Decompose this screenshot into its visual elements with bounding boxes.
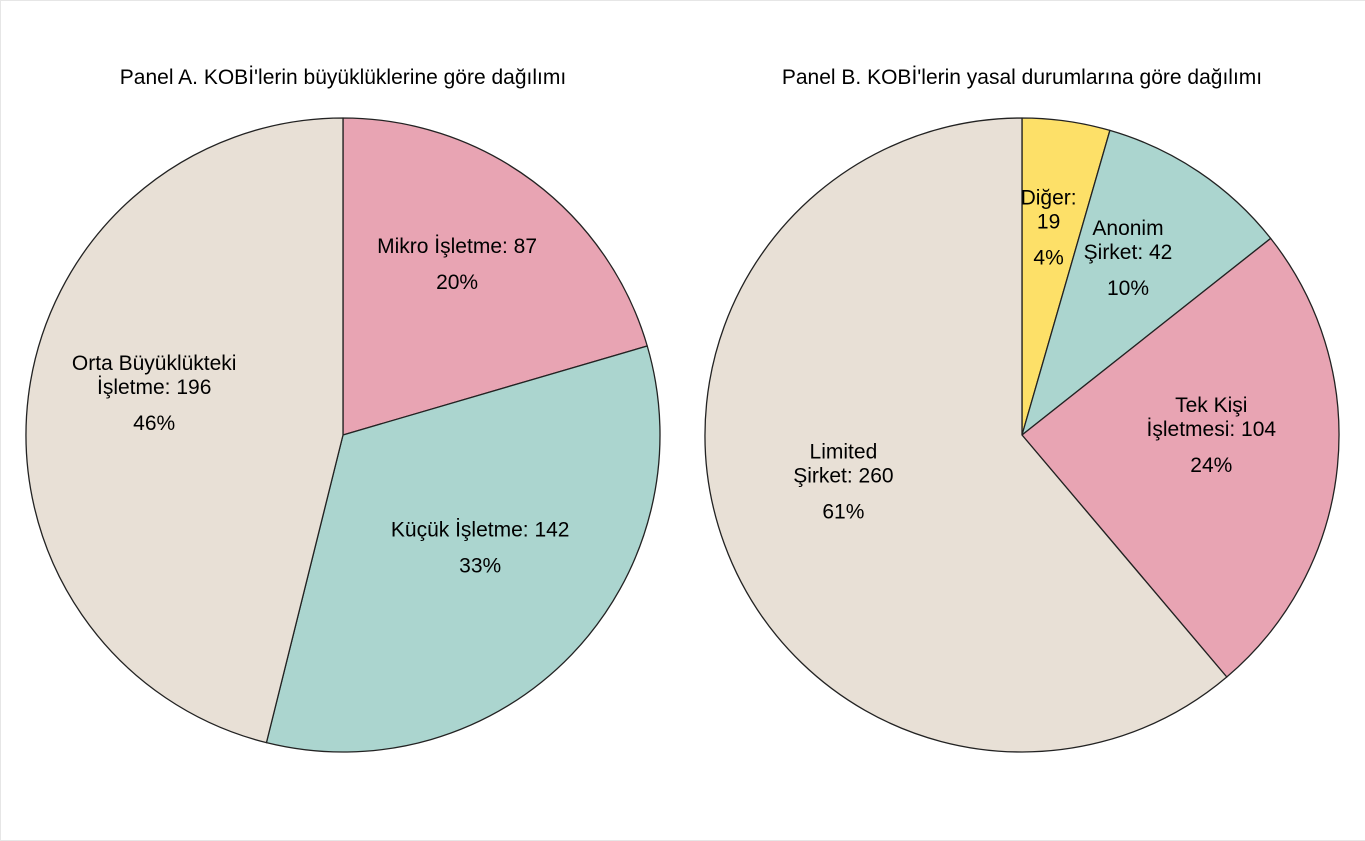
panel-a-title: Panel A. KOBİ'lerin büyüklüklerine göre … [120,66,566,89]
panel-b-slice-tek-kisi [1021,237,1340,678]
panel-a-labels: Mikro İşletme: 87 20% Küçük İşletme: 142 33… [72,235,570,578]
panel-b-slice-anonim [1021,129,1272,436]
panel-b-slice-limited [704,117,1228,753]
panel-a-slice-orta-buyuklukteki-label: Orta Büyüklükteki İşletme: 196 [72,352,237,399]
panel-b-slice-diger-percent: 4% [1033,247,1063,270]
panel-a-slice-kucuk-isletme-142-label: Küçük İşletme: 142 [391,519,570,542]
panel-b-slice-anonim-percent: 10% [1107,277,1149,300]
panel-a-slice-orta-buyuklukteki [25,117,344,744]
panel-a-slice-mikro-isletme-87-label: Mikro İşletme: 87 [377,235,537,258]
panel-a-slice-mikro-isletme-87-percent: 20% [436,271,478,294]
panel-a-slices [25,117,661,753]
panel-b-slice-diger-label: Diğer: 19 [1021,187,1077,234]
panel-a-slice-kucuk-isletme-142-percent: 33% [459,555,501,578]
panel-b-slice-tek-kisi-label: Tek Kişi İşletmesi: 104 [1147,394,1277,441]
panel-a-slice-orta-buyuklukteki-percent: 46% [133,412,175,435]
panel-b-pie-chart: Panel B. KOBİ'lerin yasal durumlarına gö… [704,66,1340,753]
panel-b-labels: Diğer: 19 4% Anonim Şirket: 42 10% Tek Kişi İşl… [793,187,1276,524]
panel-b-slice-limited-percent: 61% [822,500,864,523]
panel-b-slices [704,117,1340,753]
panel-b-slice-anonim-label: Anonim Şirket: 42 [1084,217,1173,264]
panel-b-slice-tek-kisi-percent: 24% [1190,454,1232,477]
panel-a-slice-mikro-isletme-87 [342,117,648,436]
panel-a-slice-kucuk-isletme-142 [265,345,661,753]
panel-a-pie-chart: Panel A. KOBİ'lerin büyüklüklerine göre … [25,66,661,753]
panel-b-title: Panel B. KOBİ'lerin yasal durumlarına gö… [782,66,1262,89]
panel-b-slice-limited-label: Limited Şirket: 260 [793,440,893,487]
